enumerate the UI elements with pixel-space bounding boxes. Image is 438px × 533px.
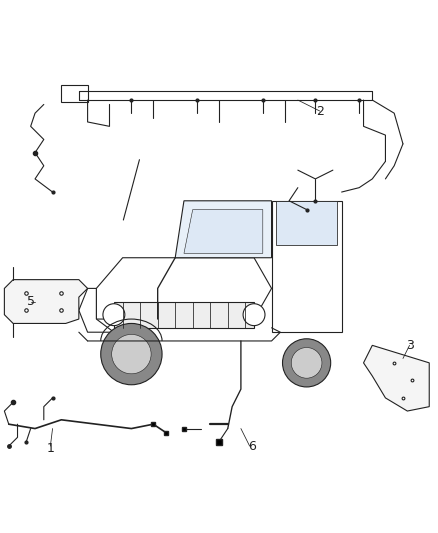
Polygon shape [114, 302, 254, 328]
Circle shape [243, 304, 265, 326]
Polygon shape [272, 201, 342, 332]
Text: 3: 3 [406, 339, 413, 352]
Polygon shape [96, 258, 272, 319]
Text: 2: 2 [316, 104, 324, 117]
Bar [61, 85, 88, 102]
Text: 5: 5 [27, 295, 35, 308]
Polygon shape [276, 201, 337, 245]
Polygon shape [79, 288, 114, 332]
Polygon shape [175, 201, 272, 258]
Polygon shape [4, 280, 88, 324]
Circle shape [101, 324, 162, 385]
Circle shape [283, 339, 331, 387]
Text: 6: 6 [248, 440, 256, 453]
Polygon shape [364, 345, 429, 411]
Polygon shape [184, 209, 263, 253]
Circle shape [112, 334, 151, 374]
Circle shape [291, 348, 322, 378]
Circle shape [103, 304, 125, 326]
Text: 1: 1 [46, 442, 54, 455]
